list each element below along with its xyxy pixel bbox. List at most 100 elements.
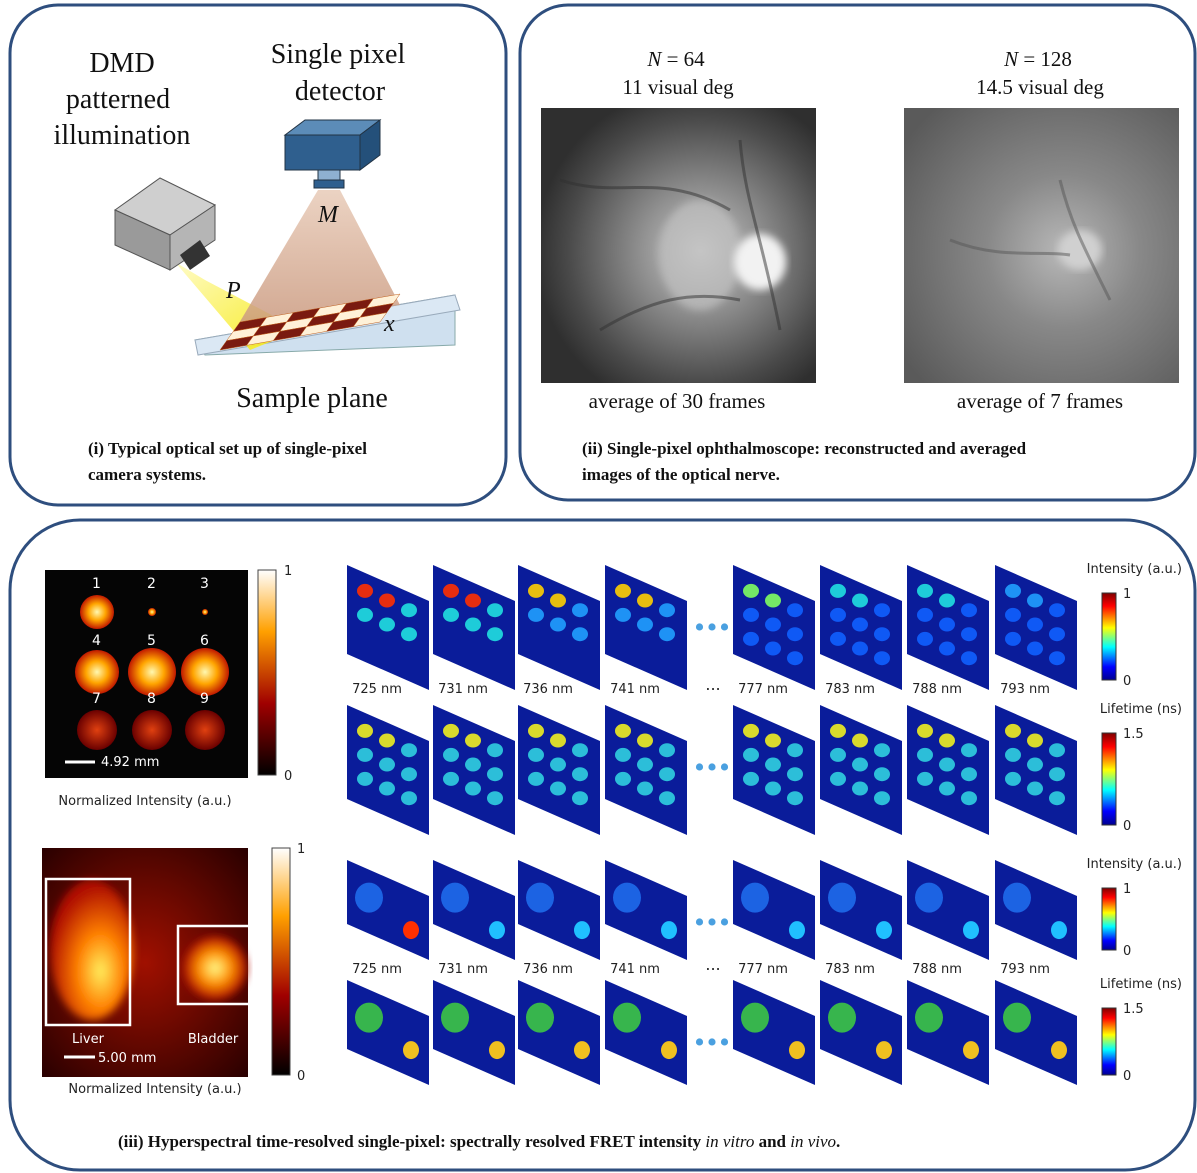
well-number: 4	[92, 633, 101, 649]
well-number: 9	[200, 691, 209, 707]
sample-spot	[528, 771, 544, 786]
sample-spot	[915, 1002, 943, 1033]
sample-spot	[613, 1002, 641, 1033]
sample-spot	[401, 767, 417, 782]
sample-spot	[917, 747, 933, 762]
sample-spot	[637, 757, 653, 772]
well-number: 8	[147, 691, 156, 707]
sample-spot	[830, 747, 846, 762]
well	[202, 609, 208, 615]
colorbar-max: 1	[297, 842, 305, 857]
spectral-slice	[347, 980, 429, 1085]
sample-spot	[787, 791, 803, 806]
colorbar-min: 0	[1123, 944, 1131, 959]
colorbar-title: Intensity (a.u.)	[1087, 562, 1182, 577]
sample-spot	[379, 781, 395, 796]
colorbar-min: 0	[1123, 674, 1131, 689]
sample-spot	[487, 767, 503, 782]
map-label: Normalized Intensity (a.u.)	[58, 794, 231, 809]
panel-frame	[8, 518, 1197, 1172]
sample-spot	[876, 1041, 892, 1060]
well	[80, 595, 114, 629]
spectral-slice	[907, 980, 989, 1085]
sample-spot	[661, 1041, 677, 1060]
caption-line: (ii) Single-pixel ophthalmoscope: recons…	[582, 439, 1027, 458]
sample-spot	[939, 781, 955, 796]
sample-spot	[852, 617, 868, 632]
colorbar-min: 0	[297, 1069, 305, 1084]
sample-spot	[915, 882, 943, 913]
sample-spot	[961, 791, 977, 806]
detector-label: detector	[295, 76, 386, 107]
spectral-slice	[907, 860, 989, 960]
sample-spot	[528, 723, 544, 738]
ellipsis: ...	[705, 955, 720, 974]
caption-text: .	[836, 1132, 841, 1151]
sample-spot	[487, 791, 503, 806]
sample-spot	[852, 593, 868, 608]
sample-spot	[830, 723, 846, 738]
spectral-slice	[433, 980, 515, 1085]
sample-spot	[487, 603, 503, 618]
sample-spot	[1049, 627, 1065, 642]
sample-spot	[917, 607, 933, 622]
well	[77, 710, 117, 750]
sample-spot	[939, 593, 955, 608]
sample-spot	[572, 767, 588, 782]
wavelength-label: 725 nm	[352, 682, 402, 697]
continuation-dots: •••	[694, 906, 732, 939]
sample-spot	[615, 607, 631, 622]
sample-spot	[961, 767, 977, 782]
sample-spot	[637, 593, 653, 608]
sample-spot	[1027, 617, 1043, 632]
wavelength-label: 777 nm	[738, 682, 788, 697]
sample-spot	[615, 747, 631, 762]
ellipsis: ...	[705, 675, 720, 694]
sample-spot	[355, 882, 383, 913]
sample-spot	[876, 921, 892, 940]
wavelength-label: 793 nm	[1000, 962, 1050, 977]
sample-spot	[743, 771, 759, 786]
sample-spot	[487, 743, 503, 758]
colorbar	[1101, 732, 1117, 826]
illumination-label: illumination	[54, 120, 191, 151]
image-size: N = 64	[646, 47, 705, 71]
sample-spot	[441, 882, 469, 913]
caption-text: in vitro	[705, 1132, 755, 1151]
sample-spot	[787, 603, 803, 618]
wavelength-label: 793 nm	[1000, 682, 1050, 697]
sample-spot	[550, 781, 566, 796]
wavelength-label: 736 nm	[523, 962, 573, 977]
organ-label: Liver	[72, 1032, 105, 1047]
sample-spot	[403, 1041, 419, 1060]
colorbar-min: 0	[1123, 819, 1131, 834]
sample-spot	[874, 627, 890, 642]
sample-spot	[917, 631, 933, 646]
organ-label: Bladder	[188, 1032, 239, 1047]
scale-bar-label: 5.00 mm	[98, 1051, 156, 1066]
sample-spot	[613, 882, 641, 913]
sample-spot	[574, 921, 590, 940]
map-label: Normalized Intensity (a.u.)	[68, 1082, 241, 1097]
sample-spot	[961, 651, 977, 666]
spectral-slice	[605, 860, 687, 960]
well-number: 1	[92, 576, 101, 592]
sample-spot	[765, 617, 781, 632]
sample-spot	[874, 791, 890, 806]
wavelength-label: 731 nm	[438, 962, 488, 977]
sample-spot	[852, 757, 868, 772]
size-value: = 128	[1023, 47, 1072, 71]
sample-spot	[443, 583, 459, 598]
sample-spot	[441, 1002, 469, 1033]
caption-line: images of the optical nerve.	[582, 465, 780, 484]
panel-frame	[8, 3, 508, 507]
well-number: 3	[200, 576, 209, 592]
sample-spot	[939, 733, 955, 748]
sample-spot	[487, 627, 503, 642]
sample-spot	[765, 593, 781, 608]
spectral-slice	[347, 860, 429, 960]
sample-spot	[830, 771, 846, 786]
sample-spot	[357, 583, 373, 598]
sample-spot	[489, 921, 505, 940]
